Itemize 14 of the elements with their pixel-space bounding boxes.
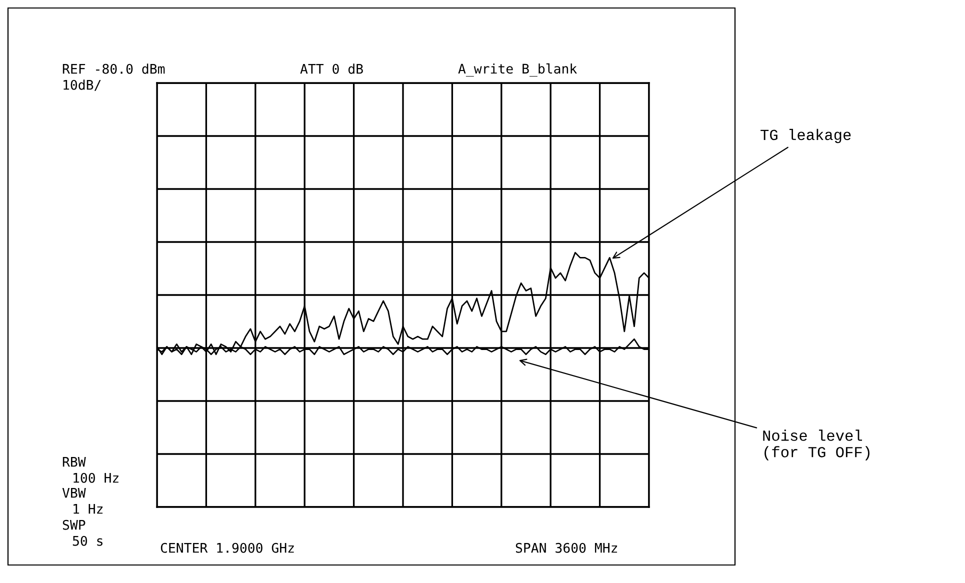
text: 1 Hz [74,504,103,514]
text: SPAN 3600 MHz [516,542,618,553]
text: Noise level (for TG OFF) [763,430,870,460]
text: ATT 0 dB [300,64,363,74]
text: VBW [62,488,86,498]
text: 50 s [72,536,102,546]
text: REF -80.0 dBm [62,64,165,74]
text: CENTER 1.9000 GHz [160,542,294,553]
text: TG leakage [760,128,851,144]
text: 100 Hz [74,472,118,483]
text: 10dB/ [64,80,101,91]
text: A_write B_blank [458,63,577,77]
text: SWP [62,520,86,530]
text: RBW [62,457,86,467]
